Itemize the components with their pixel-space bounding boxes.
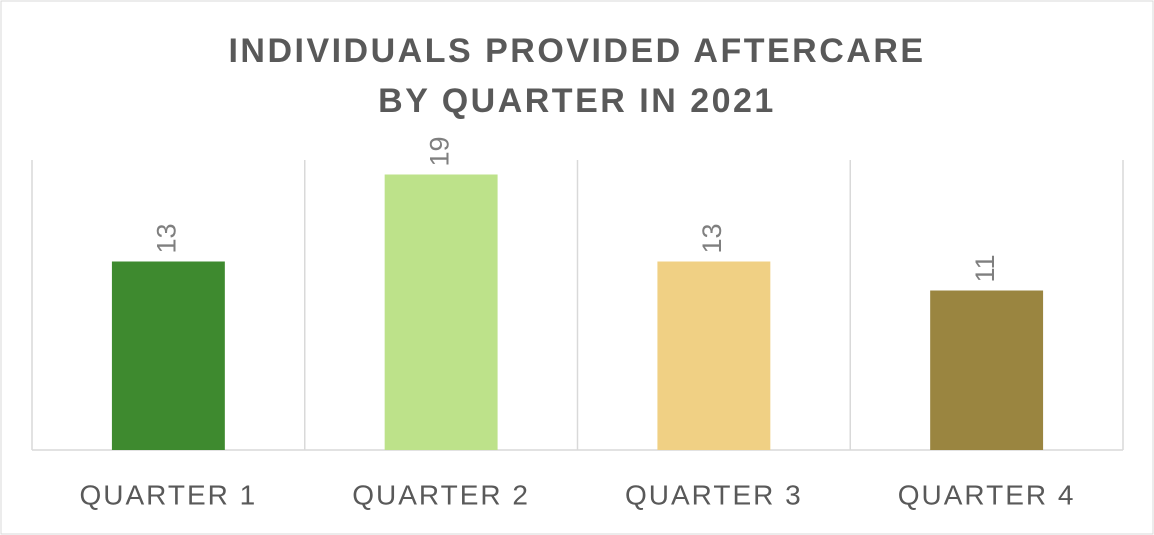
x-tick-label: QUARTER 4 <box>898 479 1076 510</box>
bar <box>930 290 1044 450</box>
x-tick-label: QUARTER 2 <box>352 479 530 510</box>
data-label: 13 <box>152 223 182 253</box>
chart-title: BY QUARTER IN 2021 <box>378 82 776 120</box>
bar <box>111 261 225 450</box>
bar <box>384 174 498 450</box>
x-tick-label: QUARTER 1 <box>80 479 258 510</box>
data-label: 13 <box>697 223 727 253</box>
bar <box>657 261 771 450</box>
data-label: 11 <box>970 254 1000 282</box>
x-tick-label: QUARTER 3 <box>625 479 803 510</box>
chart-title: INDIVIDUALS PROVIDED AFTERCARE <box>228 32 925 70</box>
data-label: 19 <box>424 136 454 166</box>
